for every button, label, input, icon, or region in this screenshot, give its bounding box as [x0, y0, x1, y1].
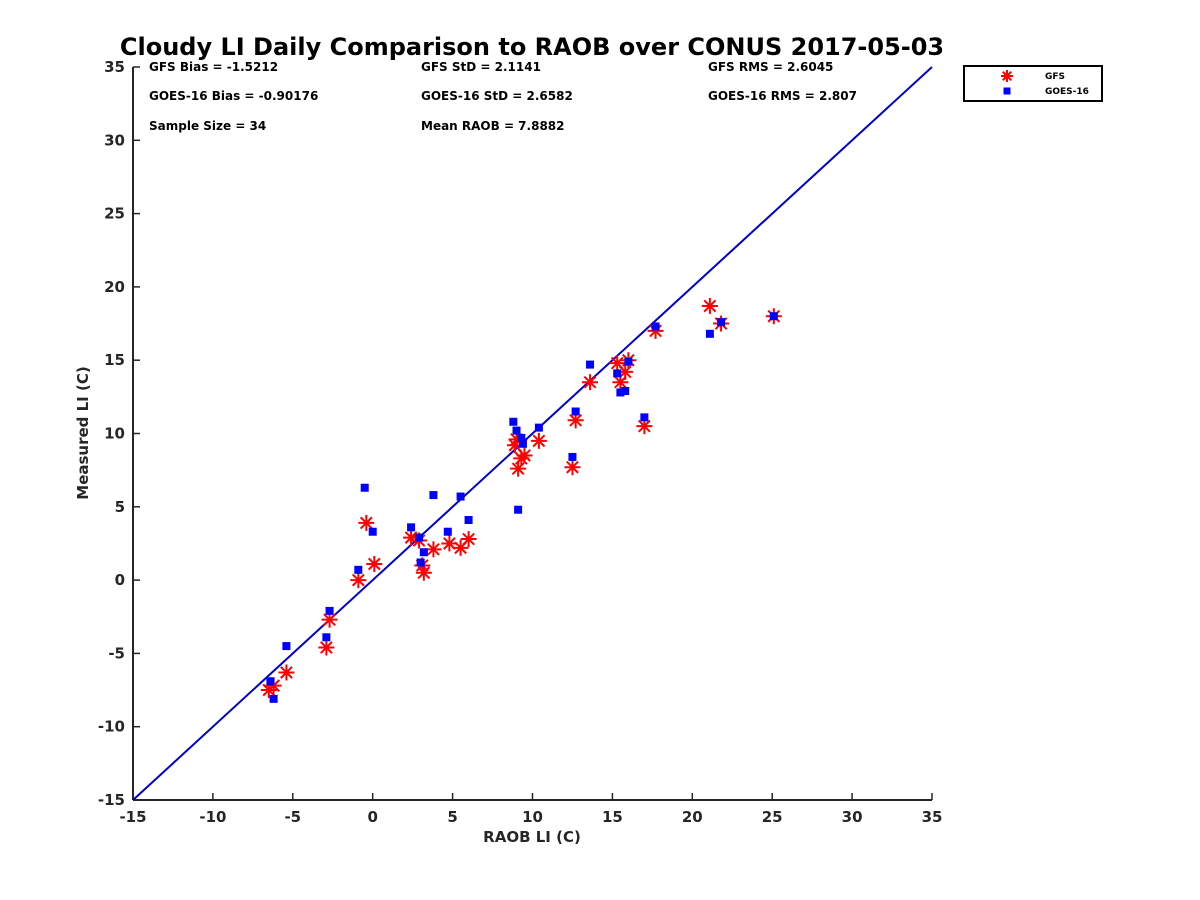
goes16-point — [443, 527, 452, 536]
y-tick-label: -10 — [98, 718, 125, 736]
y-tick-label: 0 — [115, 571, 125, 589]
goes16-point — [534, 423, 543, 432]
x-tick-label: 25 — [762, 808, 783, 826]
chart-title: Cloudy LI Daily Comparison to RAOB over … — [120, 33, 944, 61]
goes16-point — [616, 388, 625, 397]
plot-area: -15 -10 -5 0 5 10 15 20 25 30 35 -15 -10 -5 0 5 10 15 20 2… — [98, 58, 943, 826]
stat-text: GFS Bias = -1.5212 — [149, 60, 278, 74]
goes16-point — [651, 322, 660, 331]
goes16-point — [464, 515, 473, 524]
legend-box — [963, 65, 1103, 102]
goes16-point — [322, 633, 331, 642]
goes16-point — [354, 565, 363, 574]
x-tick-label: 5 — [447, 808, 457, 826]
series-goes-16 — [266, 312, 778, 703]
gfs-point — [366, 555, 383, 572]
y-tick-label: 30 — [104, 131, 125, 149]
gfs-point — [636, 418, 653, 435]
gfs-point — [278, 664, 295, 681]
x-axis-label: RAOB LI (C) — [483, 828, 581, 846]
x-tick-label: 10 — [522, 808, 543, 826]
goes16-point — [282, 642, 291, 651]
stat-text: GFS StD = 2.1141 — [421, 60, 541, 74]
legend-gfs-marker — [1001, 70, 1013, 82]
goes16-point — [640, 413, 649, 422]
gfs-point — [415, 564, 432, 581]
goes16-point — [368, 527, 377, 536]
data-points — [260, 297, 782, 703]
goes16-point — [419, 548, 428, 557]
gfs-point — [582, 374, 599, 391]
stats-panel: GFS Bias = -1.5212 GFS StD = 2.1141 GFS RM… — [149, 60, 857, 133]
y-tick-label: -5 — [108, 644, 125, 662]
stat-text: GFS RMS = 2.6045 — [708, 60, 833, 74]
goes16-point — [266, 677, 275, 686]
x-tick-label: -5 — [284, 808, 301, 826]
stat-text: GOES-16 RMS = 2.807 — [708, 89, 857, 103]
goes16-point — [717, 318, 726, 327]
gfs-point — [510, 460, 527, 477]
x-tick-label: 30 — [842, 808, 863, 826]
goes16-point — [517, 433, 526, 442]
goes16-point — [568, 452, 577, 461]
gfs-point — [564, 459, 581, 476]
goes16-point — [456, 492, 465, 501]
x-tick-label: 15 — [602, 808, 623, 826]
goes16-point — [769, 312, 778, 321]
goes16-point — [416, 558, 425, 567]
y-tick-label: -15 — [98, 791, 125, 809]
y-axis-ticks: -15 -10 -5 0 5 10 15 20 25 30 35 — [98, 58, 140, 809]
goes16-point — [571, 407, 580, 416]
x-tick-label: -15 — [119, 808, 146, 826]
goes16-point — [624, 357, 633, 366]
legend: GFS GOES-16 — [963, 65, 1103, 102]
legend-label: GFS — [1045, 72, 1065, 82]
gfs-point — [425, 541, 442, 558]
goes16-point — [415, 533, 424, 542]
goes16-point — [325, 606, 334, 615]
stat-text: Mean RAOB = 7.8882 — [421, 119, 565, 133]
goes16-point — [514, 505, 523, 514]
goes16-point — [518, 439, 527, 448]
stat-text: GOES-16 Bias = -0.90176 — [149, 89, 318, 103]
y-tick-label: 35 — [104, 58, 125, 76]
x-tick-label: -10 — [199, 808, 226, 826]
gfs-point — [350, 572, 367, 589]
goes16-point — [512, 426, 521, 435]
one-to-one-line — [132, 66, 933, 801]
gfs-point — [516, 447, 533, 464]
y-tick-label: 10 — [104, 425, 125, 443]
goes16-point — [360, 483, 369, 492]
gfs-point — [318, 639, 335, 656]
goes16-point — [269, 694, 278, 703]
y-axis-label: Measured LI (C) — [74, 366, 92, 499]
stat-text: Sample Size = 34 — [149, 119, 266, 133]
goes16-point — [407, 523, 416, 532]
goes16-point — [613, 369, 622, 378]
gfs-point — [358, 514, 375, 531]
y-tick-label: 5 — [115, 498, 125, 516]
x-tick-label: 20 — [682, 808, 703, 826]
x-tick-label: 0 — [367, 808, 377, 826]
y-tick-label: 25 — [104, 205, 125, 223]
x-tick-label: 35 — [922, 808, 943, 826]
goes16-point — [705, 329, 714, 338]
legend-goes16-marker — [1003, 87, 1011, 95]
goes16-point — [586, 360, 595, 369]
gfs-point — [530, 432, 547, 449]
gfs-point — [701, 297, 718, 314]
goes16-point — [429, 491, 438, 500]
x-axis-ticks: -15 -10 -5 0 5 10 15 20 25 30 35 — [119, 793, 942, 826]
series-gfs — [260, 297, 782, 699]
gfs-point — [452, 539, 469, 556]
legend-label: GOES-16 — [1045, 87, 1089, 97]
stat-text: GOES-16 StD = 2.6582 — [421, 89, 573, 103]
y-tick-label: 15 — [104, 351, 125, 369]
gfs-point — [460, 531, 477, 548]
y-tick-label: 20 — [104, 278, 125, 296]
goes16-point — [509, 417, 518, 426]
goes16-point — [621, 386, 630, 395]
